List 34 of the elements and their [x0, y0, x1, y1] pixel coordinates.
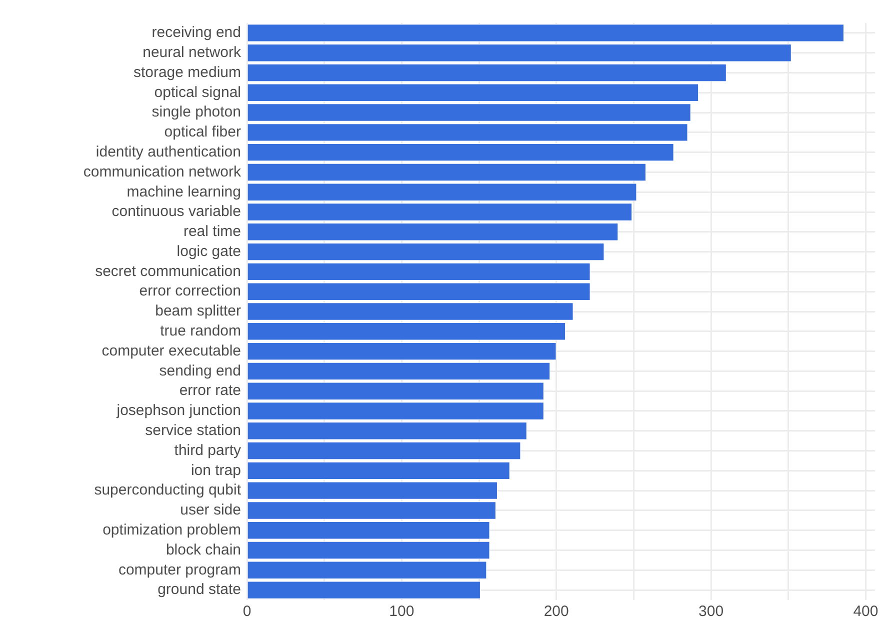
y-tick-label: optimization problem — [102, 522, 241, 539]
y-tick-label: logic gate — [176, 242, 241, 260]
y-tick-label: communication network — [83, 163, 242, 180]
y-tick-label: machine learning — [126, 183, 241, 200]
y-tick-label: optical fiber — [164, 124, 241, 141]
y-tick-label: real time — [183, 223, 241, 240]
y-tick-label: receiving end — [152, 24, 241, 42]
x-tick-label: 100 — [389, 603, 414, 620]
y-tick-label: true random — [160, 322, 241, 340]
y-tick-label: ground state — [158, 581, 241, 598]
y-tick-label: block chain — [166, 541, 241, 558]
y-tick-label: sending end — [159, 362, 241, 380]
y-tick-label: identity authentication — [96, 143, 241, 160]
y-tick-label: continuous variable — [112, 203, 241, 220]
y-tick-label: storage medium — [133, 64, 241, 81]
y-tick-label: secret communication — [95, 262, 241, 280]
y-tick-label: error correction — [139, 282, 241, 300]
y-tick-label: josephson junction — [116, 402, 241, 420]
y-tick-label: neural network — [142, 44, 242, 61]
y-tick-label: computer executable — [102, 342, 241, 360]
y-tick-label: service station — [145, 422, 241, 440]
y-tick-label: third party — [174, 442, 242, 459]
y-tick-label: computer program — [118, 561, 241, 578]
x-tick-label: 200 — [544, 603, 569, 620]
x-tick-label: 300 — [698, 603, 724, 620]
x-tick-label: 400 — [853, 603, 878, 620]
y-tick-label: beam splitter — [155, 302, 241, 320]
y-tick-label: error rate — [179, 382, 241, 400]
y-tick-label: user side — [180, 502, 241, 519]
y-tick-label: optical signal — [154, 84, 241, 101]
y-tick-label: single photon — [152, 104, 241, 121]
x-tick-label: 0 — [242, 603, 252, 620]
y-tick-label: superconducting qubit — [94, 482, 242, 499]
y-tick-label: ion trap — [190, 462, 241, 479]
